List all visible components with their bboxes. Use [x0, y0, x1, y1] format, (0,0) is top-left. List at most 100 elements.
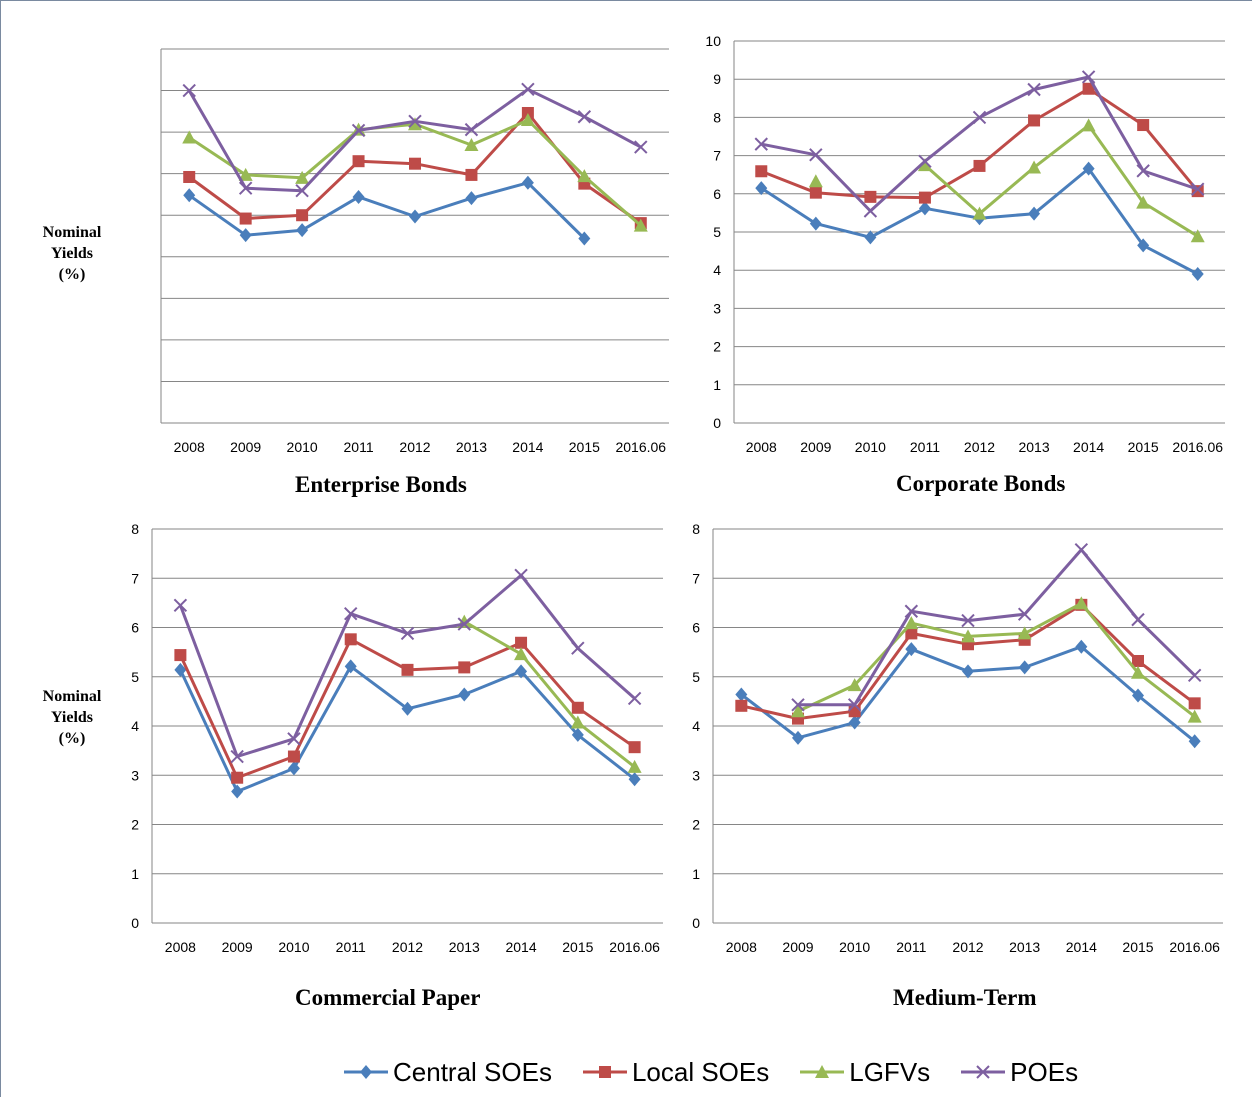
- data-point-poes: [400, 626, 415, 641]
- x-tick-label: 2016.06: [615, 439, 666, 455]
- data-point-local-soes: [296, 209, 309, 222]
- series-central-soes: [183, 175, 591, 246]
- data-point-local-soes: [1188, 697, 1201, 710]
- data-point-poes: [1074, 542, 1089, 557]
- chart-corporate-bonds-plot: 0 1 2 3 4 5 6 7 8 9 10 2008 2009 2010 2011 2012 2013 2014…: [705, 33, 1225, 455]
- data-point-local-soes: [1082, 82, 1095, 95]
- y-tick-label: 0: [713, 415, 721, 431]
- data-point-poes: [791, 698, 805, 712]
- y-tick-label: 5: [713, 224, 721, 240]
- data-point-poes: [238, 181, 253, 195]
- series-poes: [182, 82, 648, 198]
- series-local-soes: [755, 82, 1204, 204]
- y-tick-label: 8: [713, 109, 721, 125]
- data-point-poes: [1131, 612, 1145, 627]
- data-point-local-soes: [905, 627, 918, 640]
- data-point-poes: [847, 698, 862, 712]
- x-tick-label: 2014: [1066, 939, 1097, 955]
- data-point-lgfvs: [1131, 665, 1145, 679]
- x-tick-label: 2008: [746, 439, 777, 455]
- data-point-central-soes: [571, 727, 584, 742]
- x-tick-label: 2009: [230, 439, 261, 455]
- data-point-lgfvs: [238, 167, 253, 181]
- data-point-lgfvs: [295, 170, 310, 184]
- data-point-central-soes: [1018, 660, 1031, 675]
- data-point-local-soes: [1137, 119, 1150, 132]
- data-point-central-soes: [1132, 688, 1144, 703]
- x-tick-label: 2010: [287, 439, 318, 455]
- series-central-soes: [174, 659, 641, 799]
- x-tick-label: 2016.06: [609, 939, 660, 955]
- data-point-central-soes: [352, 189, 365, 204]
- chart-corporate-bonds: 0 1 2 3 4 5 6 7 8 9 10 2008 2009 2010 2011 2012 2013 2014…: [698, 21, 1238, 461]
- y-tick-label: 0: [131, 915, 139, 931]
- data-point-central-soes: [962, 664, 974, 679]
- data-point-central-soes: [231, 784, 244, 799]
- data-point-poes: [514, 568, 528, 583]
- data-point-lgfvs: [577, 169, 592, 183]
- data-point-central-soes: [864, 230, 877, 245]
- data-point-local-soes: [973, 159, 986, 172]
- data-point-central-soes: [287, 761, 300, 776]
- data-point-local-soes: [864, 190, 877, 203]
- x-tick-label: 2009: [782, 939, 813, 955]
- chart-medium-term-plot: 0 1 2 3 4 5 6 7 8 2008 2009 2010 2011 2012 2013 2014 201…: [692, 521, 1223, 955]
- data-point-poes: [1081, 70, 1096, 84]
- legend-symbol: [598, 1066, 611, 1078]
- y-tick-label: 6: [692, 620, 700, 636]
- data-point-poes: [918, 154, 932, 169]
- y-tick-label: 8: [692, 521, 700, 537]
- series-line-local-soes: [760, 87, 1199, 200]
- data-point-central-soes: [239, 228, 252, 243]
- data-point-central-soes: [755, 181, 768, 196]
- data-point-central-soes: [792, 730, 804, 745]
- legend-item-lgfvs: LGFVs: [797, 1057, 930, 1088]
- data-point-poes: [863, 204, 878, 218]
- series-central-soes: [755, 161, 1204, 282]
- data-point-poes: [287, 732, 301, 746]
- data-point-lgfvs: [791, 704, 805, 718]
- x-tick-label: 2014: [1073, 439, 1104, 455]
- data-point-poes: [1136, 164, 1150, 178]
- y-axis-label: Nominal Yields (%): [42, 688, 102, 747]
- data-point-poes: [173, 598, 188, 613]
- y-tick-label: 1: [713, 377, 721, 393]
- data-point-poes: [521, 82, 535, 97]
- series-local-soes: [174, 633, 641, 784]
- y-tick-label: 1: [692, 866, 700, 882]
- legend-symbol: [815, 1065, 830, 1078]
- data-point-lgfvs: [847, 678, 862, 692]
- series-local-soes: [735, 598, 1201, 725]
- data-point-central-soes: [521, 175, 534, 190]
- y-tick-label: 2: [131, 817, 139, 833]
- x-tick-label: 2010: [855, 439, 886, 455]
- x-tick-label: 2015: [569, 439, 600, 455]
- data-point-central-soes: [578, 231, 591, 246]
- data-point-local-soes: [465, 168, 478, 181]
- data-point-lgfvs: [570, 715, 585, 729]
- data-point-poes: [809, 148, 823, 162]
- chart-title: Medium-Term: [893, 985, 1037, 1010]
- y-tick-label: 6: [131, 620, 139, 636]
- data-point-local-soes: [918, 191, 931, 204]
- y-tick-label: 5: [692, 669, 700, 685]
- y-tick-label: 4: [131, 718, 139, 734]
- data-point-poes: [408, 114, 422, 129]
- x-tick-label: 2015: [1122, 939, 1153, 955]
- x-tick-label: 2009: [800, 439, 831, 455]
- data-point-central-soes: [409, 209, 421, 224]
- legend-marker-central-soes: [344, 1065, 388, 1079]
- y-tick-label: 7: [692, 570, 700, 586]
- y-tick-label: 6: [713, 186, 721, 202]
- data-point-poes: [627, 691, 642, 706]
- y-tick-label: 3: [713, 300, 721, 316]
- x-tick-label: 2011: [344, 439, 374, 455]
- data-point-central-soes: [1082, 161, 1095, 176]
- data-point-lgfvs: [1074, 596, 1089, 610]
- x-tick-label: 2012: [952, 939, 983, 955]
- data-point-lgfvs: [917, 158, 932, 172]
- data-point-central-soes: [465, 191, 478, 206]
- data-point-local-soes: [231, 771, 244, 784]
- data-point-lgfvs: [1027, 160, 1042, 174]
